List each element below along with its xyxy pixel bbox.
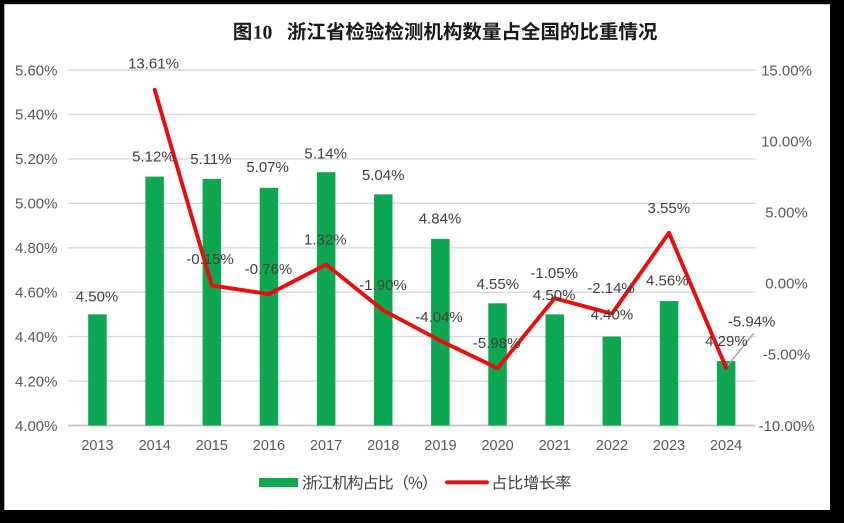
svg-text:10.00%: 10.00%: [761, 133, 812, 150]
svg-text:5.00%: 5.00%: [765, 205, 808, 222]
svg-text:4.50%: 4.50%: [533, 287, 576, 304]
svg-text:5.00%: 5.00%: [15, 196, 58, 213]
svg-text:-4.04%: -4.04%: [415, 309, 463, 326]
svg-text:-10.00%: -10.00%: [759, 418, 815, 435]
svg-text:4.50%: 4.50%: [76, 288, 119, 305]
svg-text:5.04%: 5.04%: [362, 167, 405, 184]
svg-text:1.32%: 1.32%: [304, 231, 347, 248]
svg-text:2015: 2015: [196, 438, 228, 454]
svg-text:-2.14%: -2.14%: [587, 280, 635, 297]
svg-text:5.20%: 5.20%: [15, 151, 58, 168]
svg-text:0.00%: 0.00%: [765, 276, 808, 293]
svg-text:5.07%: 5.07%: [246, 159, 289, 176]
svg-text:-5.00%: -5.00%: [763, 347, 811, 364]
svg-text:4.80%: 4.80%: [15, 240, 58, 257]
svg-text:4.84%: 4.84%: [419, 211, 462, 228]
svg-text:4.40%: 4.40%: [15, 329, 58, 346]
svg-text:4.29%: 4.29%: [705, 333, 748, 350]
svg-text:4.60%: 4.60%: [15, 285, 58, 302]
svg-text:5.40%: 5.40%: [15, 107, 58, 124]
svg-text:15.00%: 15.00%: [761, 62, 812, 79]
svg-text:2017: 2017: [310, 438, 342, 454]
svg-text:2024: 2024: [710, 438, 742, 454]
svg-text:4.00%: 4.00%: [15, 418, 58, 435]
svg-text:2021: 2021: [539, 438, 571, 454]
svg-text:2013: 2013: [81, 438, 113, 454]
svg-text:5.11%: 5.11%: [190, 151, 231, 168]
svg-text:4.20%: 4.20%: [15, 373, 58, 390]
svg-text:4.55%: 4.55%: [477, 276, 520, 293]
svg-text:2019: 2019: [424, 438, 456, 454]
svg-text:-5.98%: -5.98%: [473, 335, 521, 352]
svg-text:2016: 2016: [253, 438, 285, 454]
svg-text:-0.15%: -0.15%: [186, 251, 234, 268]
svg-text:2022: 2022: [596, 438, 628, 454]
svg-text:4.40%: 4.40%: [591, 307, 634, 324]
svg-text:2018: 2018: [367, 438, 399, 454]
svg-text:13.61%: 13.61%: [128, 56, 179, 73]
svg-text:-0.76%: -0.76%: [245, 261, 293, 278]
svg-text:-5.94%: -5.94%: [728, 313, 776, 330]
svg-text:2023: 2023: [653, 438, 685, 454]
svg-text:-1.05%: -1.05%: [530, 265, 578, 282]
svg-text:2014: 2014: [139, 438, 171, 454]
svg-text:-1.90%: -1.90%: [359, 277, 407, 294]
svg-text:3.55%: 3.55%: [648, 200, 691, 217]
svg-text:5.14%: 5.14%: [304, 145, 347, 162]
svg-text:4.56%: 4.56%: [646, 273, 689, 290]
svg-text:5.60%: 5.60%: [15, 62, 58, 79]
svg-text:2020: 2020: [481, 438, 513, 454]
svg-text:5.12%: 5.12%: [132, 149, 175, 166]
